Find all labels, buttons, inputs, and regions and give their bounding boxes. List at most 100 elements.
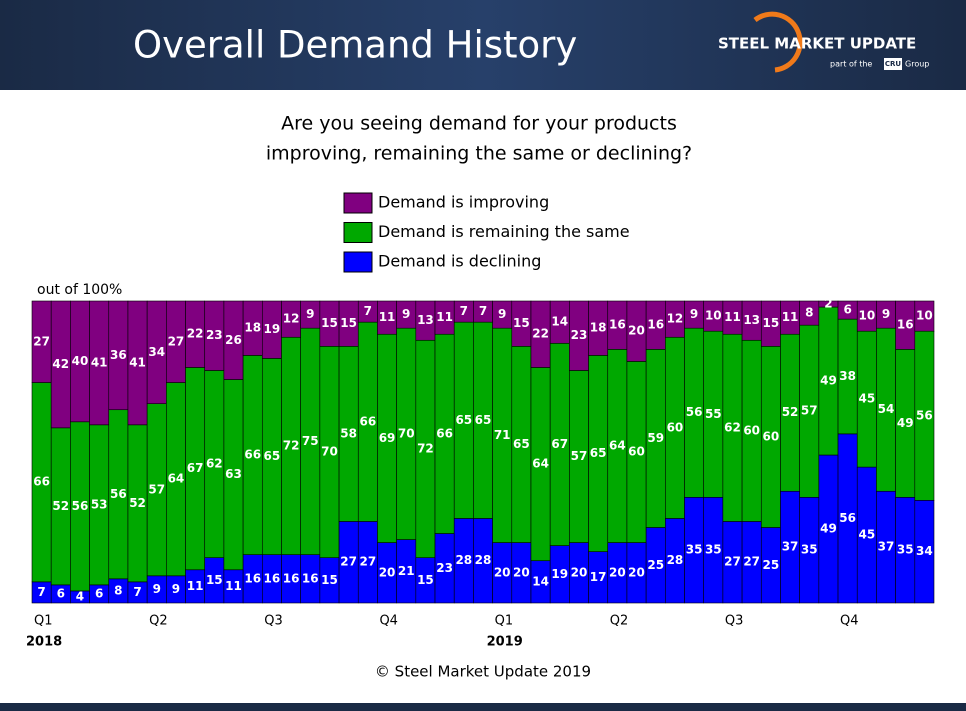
data-label: 16 [302,571,319,585]
data-label: 6 [57,586,65,600]
data-label: 19 [264,322,281,336]
data-label: 2 [824,297,832,311]
data-label: 17 [590,570,607,584]
data-label: 35 [801,543,818,557]
data-label: 20 [609,565,626,579]
x-tick-label: Q2 [610,614,629,629]
data-label: 9 [153,582,161,596]
footer: © Steel Market Update 2019 [375,663,591,681]
data-label: 13 [417,313,434,327]
data-label: 15 [763,316,780,330]
data-label: 60 [667,420,684,434]
plot: Demand is improving Demand is remaining t… [26,192,935,650]
data-label: 14 [551,315,568,329]
data-label: 4 [76,589,84,603]
logo-cru: CRU [885,60,902,68]
data-label: 36 [110,348,127,362]
data-label: 6 [843,303,851,317]
data-label: 27 [359,555,376,569]
data-label: 49 [820,374,837,388]
data-label: 57 [148,482,165,496]
data-label: 28 [475,553,492,567]
data-label: 72 [417,441,434,455]
data-label: 54 [878,402,895,416]
x-tick-label: Q4 [840,614,859,629]
data-label: 7 [460,304,468,318]
chart-title: improving, remaining the same or declini… [266,143,692,165]
data-label: 59 [647,431,664,445]
data-label: 11 [187,579,204,593]
data-label: 56 [72,499,89,513]
data-label: 16 [244,571,261,585]
data-label: 49 [820,522,837,536]
data-label: 12 [283,312,300,326]
data-label: 14 [532,574,549,588]
footer-strip [0,703,966,711]
data-label: 45 [858,528,875,542]
data-label: 16 [897,318,914,332]
data-label: 60 [628,445,645,459]
data-label: 27 [743,555,760,569]
data-label: 69 [379,431,396,445]
data-label: 37 [878,540,895,554]
data-label: 16 [647,318,664,332]
data-label: 65 [513,437,530,451]
data-label: 23 [206,328,223,342]
logo: STEEL MARKET UPDATE [718,35,916,53]
data-label: 10 [916,309,933,323]
data-label: 62 [724,420,741,434]
data-label: 65 [475,413,492,427]
data-label: 20 [628,565,645,579]
data-label: 10 [705,309,722,323]
data-label: 9 [498,307,506,321]
data-label: 20 [513,565,530,579]
data-label: 15 [417,573,434,587]
data-label: 60 [743,423,760,437]
data-label: 56 [686,405,703,419]
data-label: 15 [321,316,338,330]
data-label: 65 [455,413,472,427]
data-label: 66 [33,475,50,489]
data-label: 71 [494,428,511,442]
data-label: 60 [763,429,780,443]
data-label: 20 [494,565,511,579]
data-label: 20 [628,324,645,338]
data-label: 56 [839,511,856,525]
data-label: 56 [916,408,933,422]
data-label: 7 [37,585,45,599]
data-label: 27 [724,555,741,569]
data-label: 66 [436,426,453,440]
data-label: 7 [479,304,487,318]
legend-swatch [343,192,373,214]
data-label: 41 [129,355,146,369]
data-label: 27 [33,334,50,348]
data-label: 11 [724,310,741,324]
data-label: 18 [244,321,261,335]
data-label: 9 [306,307,314,321]
data-label: 16 [264,571,281,585]
logo-arc [753,11,803,73]
data-label: 56 [110,487,127,501]
data-label: 11 [436,310,453,324]
logo-box [884,58,902,70]
data-label: 40 [72,354,89,368]
data-label: 65 [264,449,281,463]
data-label: 53 [91,497,108,511]
data-label: 25 [763,558,780,572]
data-label: 55 [705,407,722,421]
data-label: 8 [805,306,813,320]
data-label: 34 [148,345,165,359]
data-label: 35 [897,543,914,557]
data-label: 57 [571,449,588,463]
data-label: 9 [882,307,890,321]
data-label: 57 [801,404,818,418]
data-label: 7 [133,585,141,599]
data-label: 20 [571,565,588,579]
data-label: 66 [359,414,376,428]
data-label: 11 [225,579,242,593]
data-label: 11 [379,310,396,324]
data-label: 52 [52,499,69,513]
data-label: 45 [858,392,875,406]
data-label: 72 [283,438,300,452]
